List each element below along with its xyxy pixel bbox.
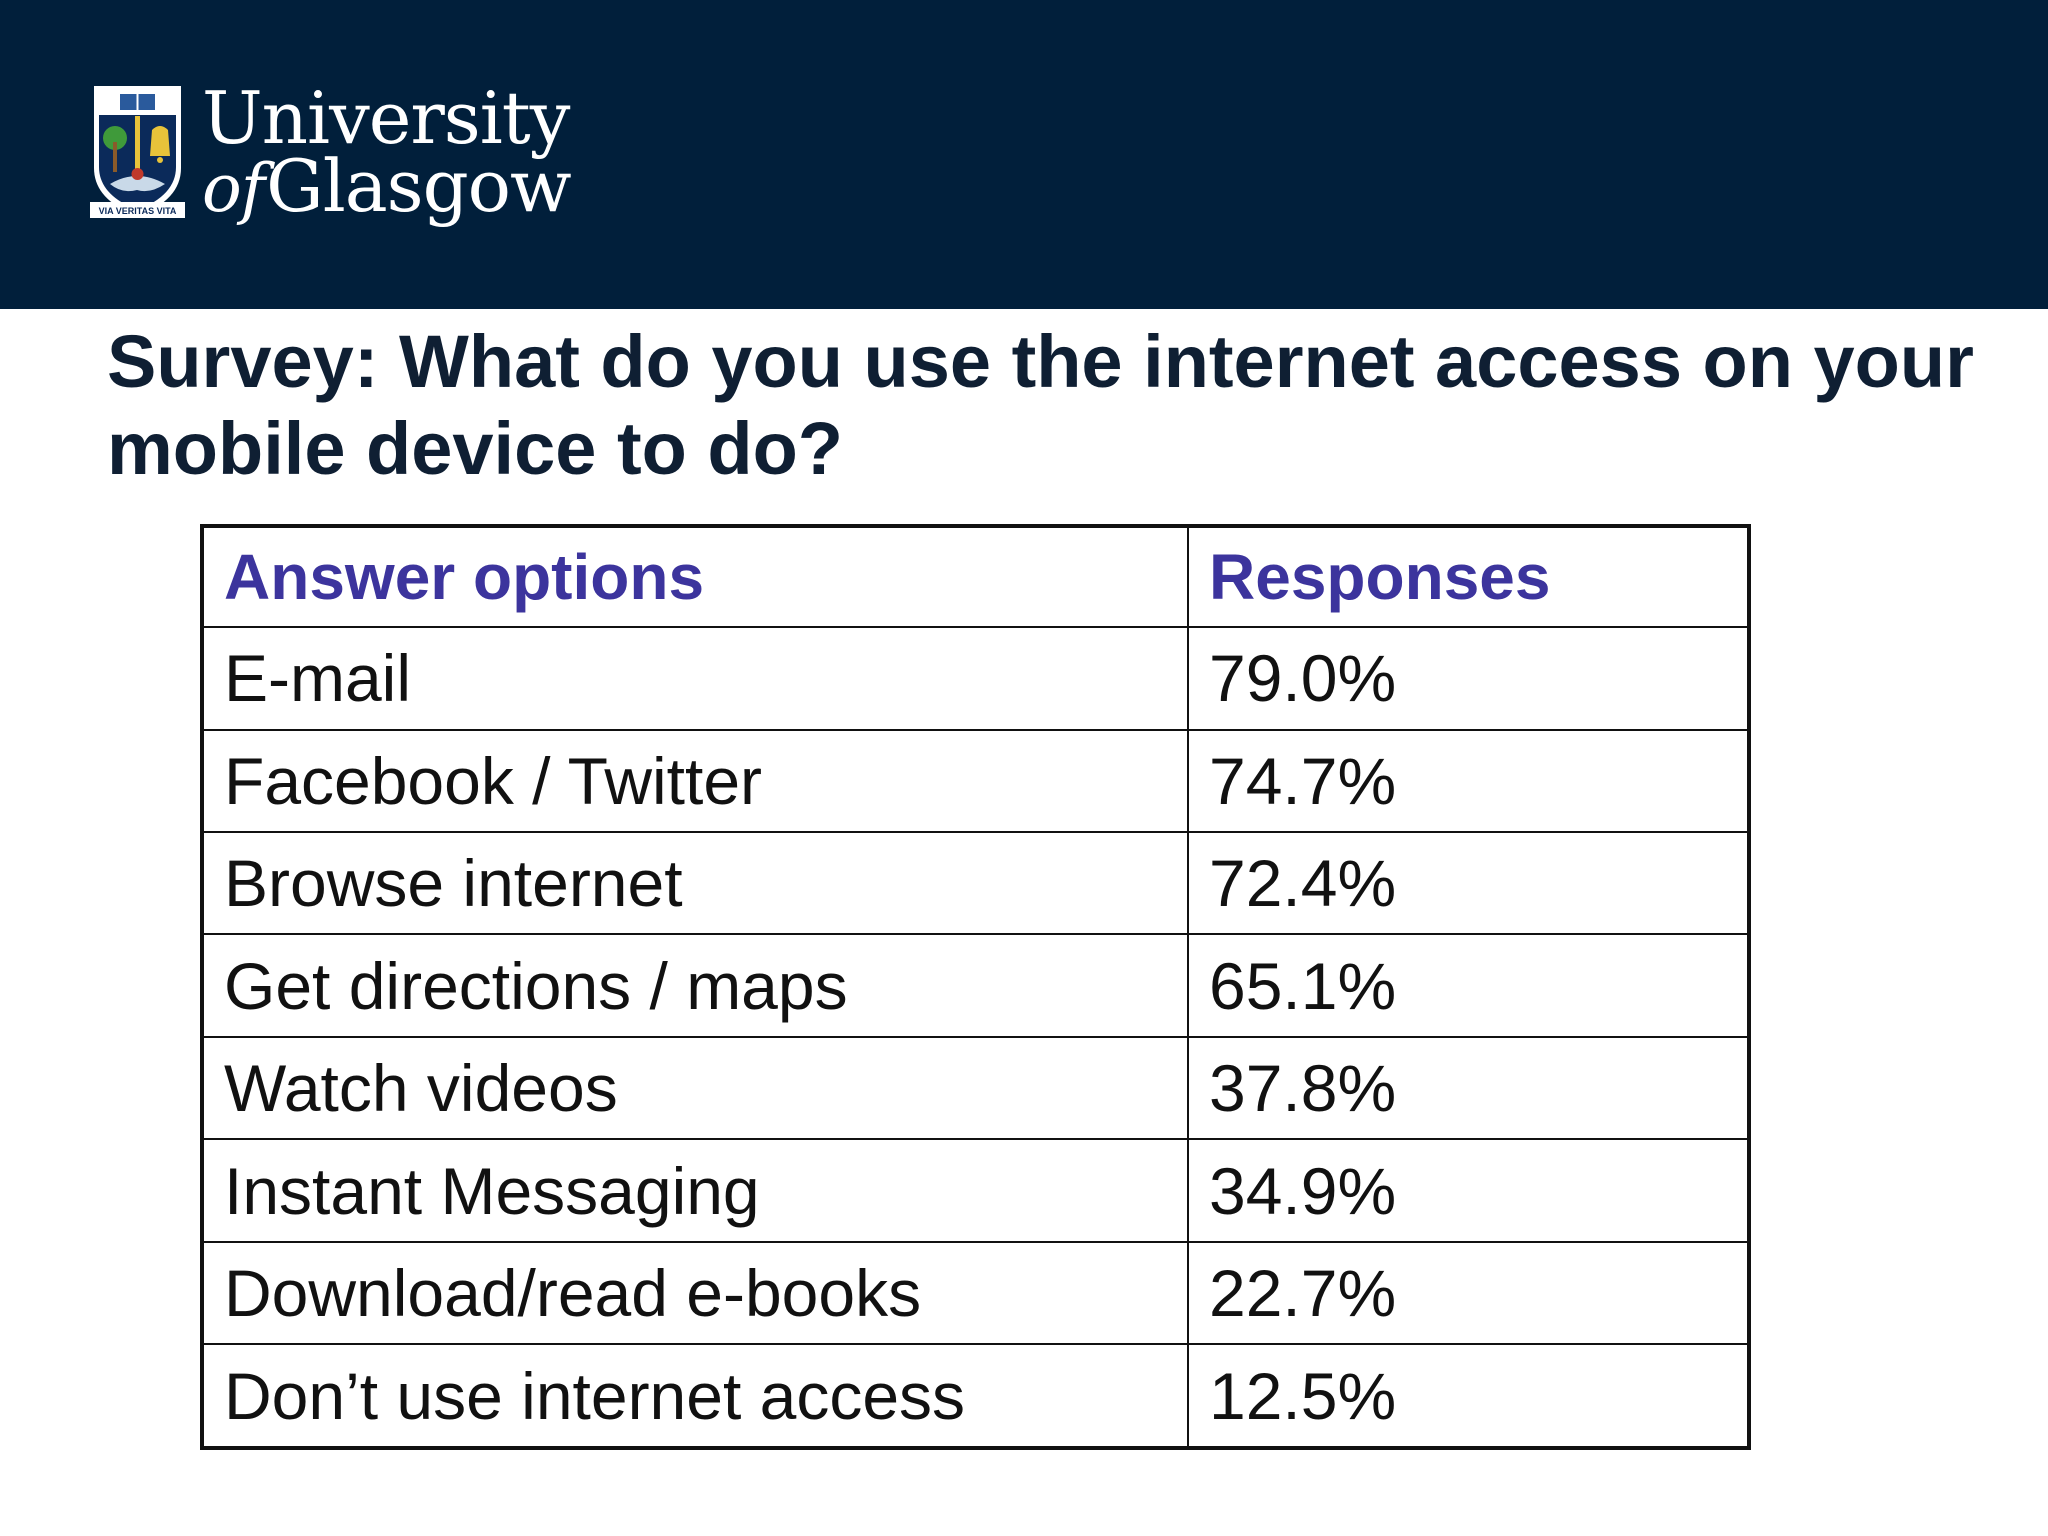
- response-cell: 65.1%: [1187, 933, 1750, 1038]
- svg-text:VIA VERITAS VITA: VIA VERITAS VITA: [99, 206, 177, 216]
- answer-option-cell: Browse internet: [201, 830, 1189, 936]
- answer-option-cell: Download/read e-books: [201, 1240, 1189, 1346]
- university-wordmark: University ofGlasgow: [202, 76, 572, 222]
- answer-option-cell: Instant Messaging: [201, 1138, 1189, 1243]
- response-cell: 22.7%: [1187, 1240, 1750, 1346]
- table-row: Instant Messaging 34.9%: [201, 1138, 1750, 1243]
- table-row: Don’t use internet access 12.5%: [201, 1343, 1750, 1449]
- column-header-answer-options: Answer options: [201, 524, 1189, 629]
- response-cell: 74.7%: [1187, 728, 1750, 834]
- table-header-row: Answer options Responses: [201, 524, 1750, 629]
- answer-option-cell: Watch videos: [201, 1035, 1189, 1141]
- table-row: Download/read e-books 22.7%: [201, 1240, 1750, 1346]
- wordmark-glasgow: Glasgow: [266, 144, 571, 228]
- response-cell: 37.8%: [1187, 1035, 1750, 1141]
- wordmark-of: of: [202, 150, 265, 227]
- university-logo: VIA VERITAS VITA University ofGlasgow: [90, 82, 572, 227]
- answer-option-cell: E-mail: [201, 626, 1189, 731]
- answer-option-cell: Facebook / Twitter: [201, 728, 1189, 834]
- answer-option-cell: Don’t use internet access: [201, 1343, 1189, 1449]
- survey-results-table: Answer options Responses E-mail 79.0% Fa…: [200, 524, 1751, 1450]
- table-row: Watch videos 37.8%: [201, 1035, 1750, 1141]
- response-cell: 12.5%: [1187, 1343, 1750, 1449]
- table-row: Facebook / Twitter 74.7%: [201, 728, 1750, 834]
- wordmark-line-university: University: [202, 76, 570, 160]
- response-cell: 34.9%: [1187, 1138, 1750, 1243]
- table-row: Get directions / maps 65.1%: [201, 933, 1750, 1038]
- wordmark-line-glasgow: ofGlasgow: [202, 150, 572, 222]
- survey-table-container: Answer options Responses E-mail 79.0% Fa…: [200, 524, 1751, 1450]
- answer-option-cell: Get directions / maps: [201, 933, 1189, 1038]
- response-cell: 72.4%: [1187, 830, 1750, 936]
- university-crest-icon: VIA VERITAS VITA: [90, 86, 185, 218]
- slide-title: Survey: What do you use the internet acc…: [107, 320, 1974, 490]
- response-cell: 79.0%: [1187, 626, 1750, 731]
- header-band: VIA VERITAS VITA University ofGlasgow: [0, 0, 2048, 309]
- table-row: Browse internet 72.4%: [201, 830, 1750, 936]
- table-row: E-mail 79.0%: [201, 626, 1750, 731]
- column-header-responses: Responses: [1187, 524, 1750, 629]
